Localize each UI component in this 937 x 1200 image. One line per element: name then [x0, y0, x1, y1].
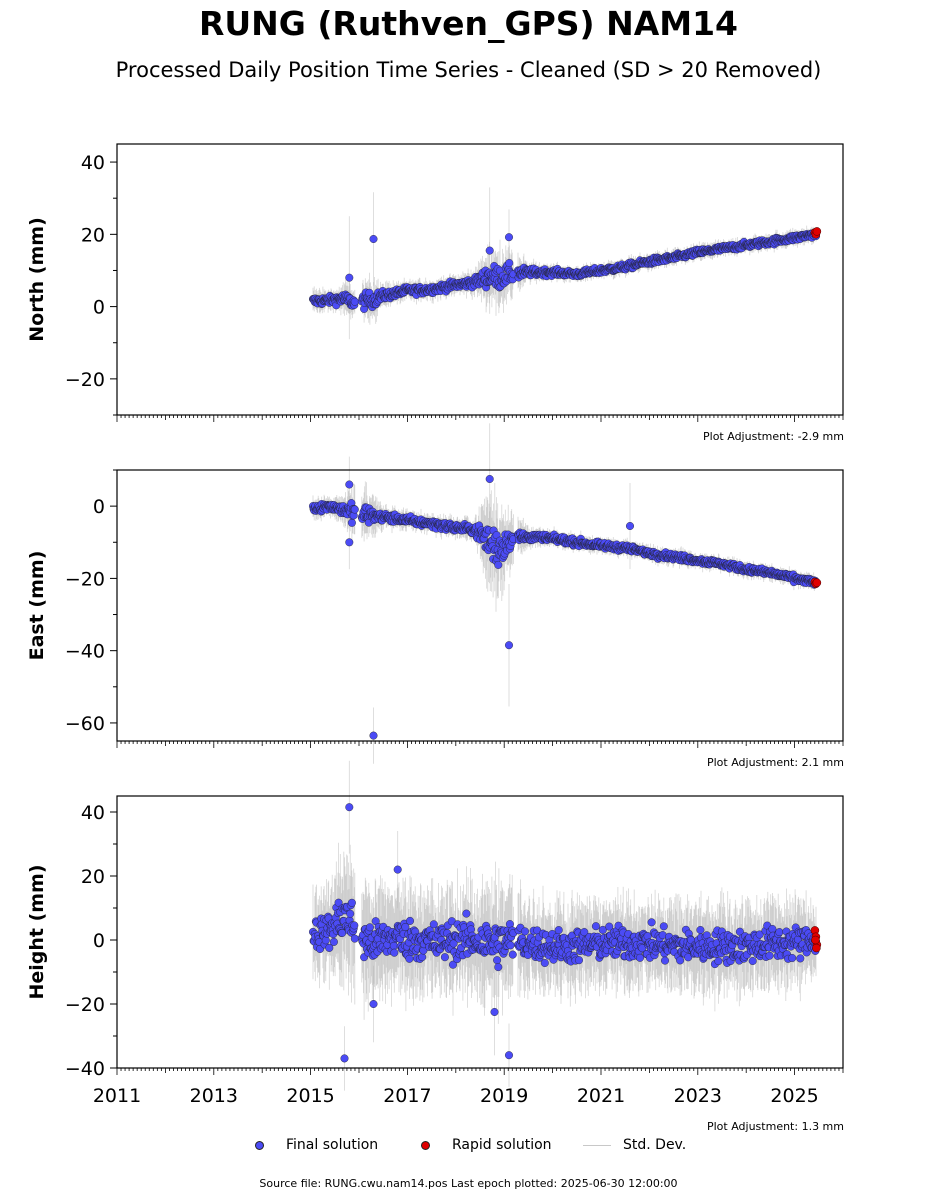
north-y-axis-label: North (mm) — [26, 217, 48, 342]
height-final-point — [346, 909, 355, 918]
height-final-point — [350, 921, 359, 930]
height-final-point — [329, 937, 338, 946]
east-rapid-point — [812, 578, 822, 587]
east-final-point — [345, 538, 354, 547]
height-final-point — [405, 954, 414, 963]
height-final-point — [389, 941, 398, 950]
height-final-point — [350, 934, 359, 943]
height-final-point — [321, 936, 330, 945]
north-final-point — [369, 234, 378, 243]
east-plot-frame — [116, 469, 844, 742]
east-final-point — [485, 475, 494, 484]
east-final-point — [345, 480, 354, 489]
east-final-point — [494, 560, 503, 569]
north-final-point — [345, 273, 354, 282]
height-final-point — [390, 948, 399, 957]
east-y-tick-label: 0 — [93, 496, 105, 518]
north-final-point — [505, 233, 514, 242]
north-y-tick-label: −20 — [65, 369, 105, 391]
height-final-point — [494, 963, 503, 972]
east-y-tick-label: −40 — [65, 641, 105, 663]
chart-title: RUNG (Ruthven_GPS) NAM14 — [198, 4, 739, 43]
east-final-point — [347, 518, 356, 527]
east-y-tick-label: −20 — [65, 568, 105, 590]
north-final-point — [505, 259, 514, 268]
north-y-tick-label: 0 — [93, 297, 105, 319]
east-final-point — [505, 641, 514, 650]
height-final-point — [440, 953, 449, 962]
east-final-point — [626, 522, 635, 531]
north-final-point — [485, 246, 494, 255]
chart-subtitle: Processed Daily Position Time Series - C… — [115, 58, 822, 82]
east-y-tick-label: −60 — [65, 713, 105, 735]
north-final-point — [350, 297, 359, 306]
height-final-point — [506, 941, 515, 950]
north-y-tick-label: 20 — [81, 224, 105, 246]
height-final-point — [347, 898, 356, 907]
height-final-point — [406, 916, 415, 925]
height-final-point — [462, 909, 471, 918]
height-final-point — [493, 956, 502, 965]
north-rapid-point — [812, 227, 822, 236]
height-final-point — [365, 923, 374, 932]
height-final-point — [418, 953, 427, 962]
north-y-tick-label: 40 — [81, 152, 105, 174]
east-final-point — [350, 505, 359, 514]
east-y-axis-label: East (mm) — [26, 551, 48, 661]
east-final-point — [369, 731, 378, 740]
